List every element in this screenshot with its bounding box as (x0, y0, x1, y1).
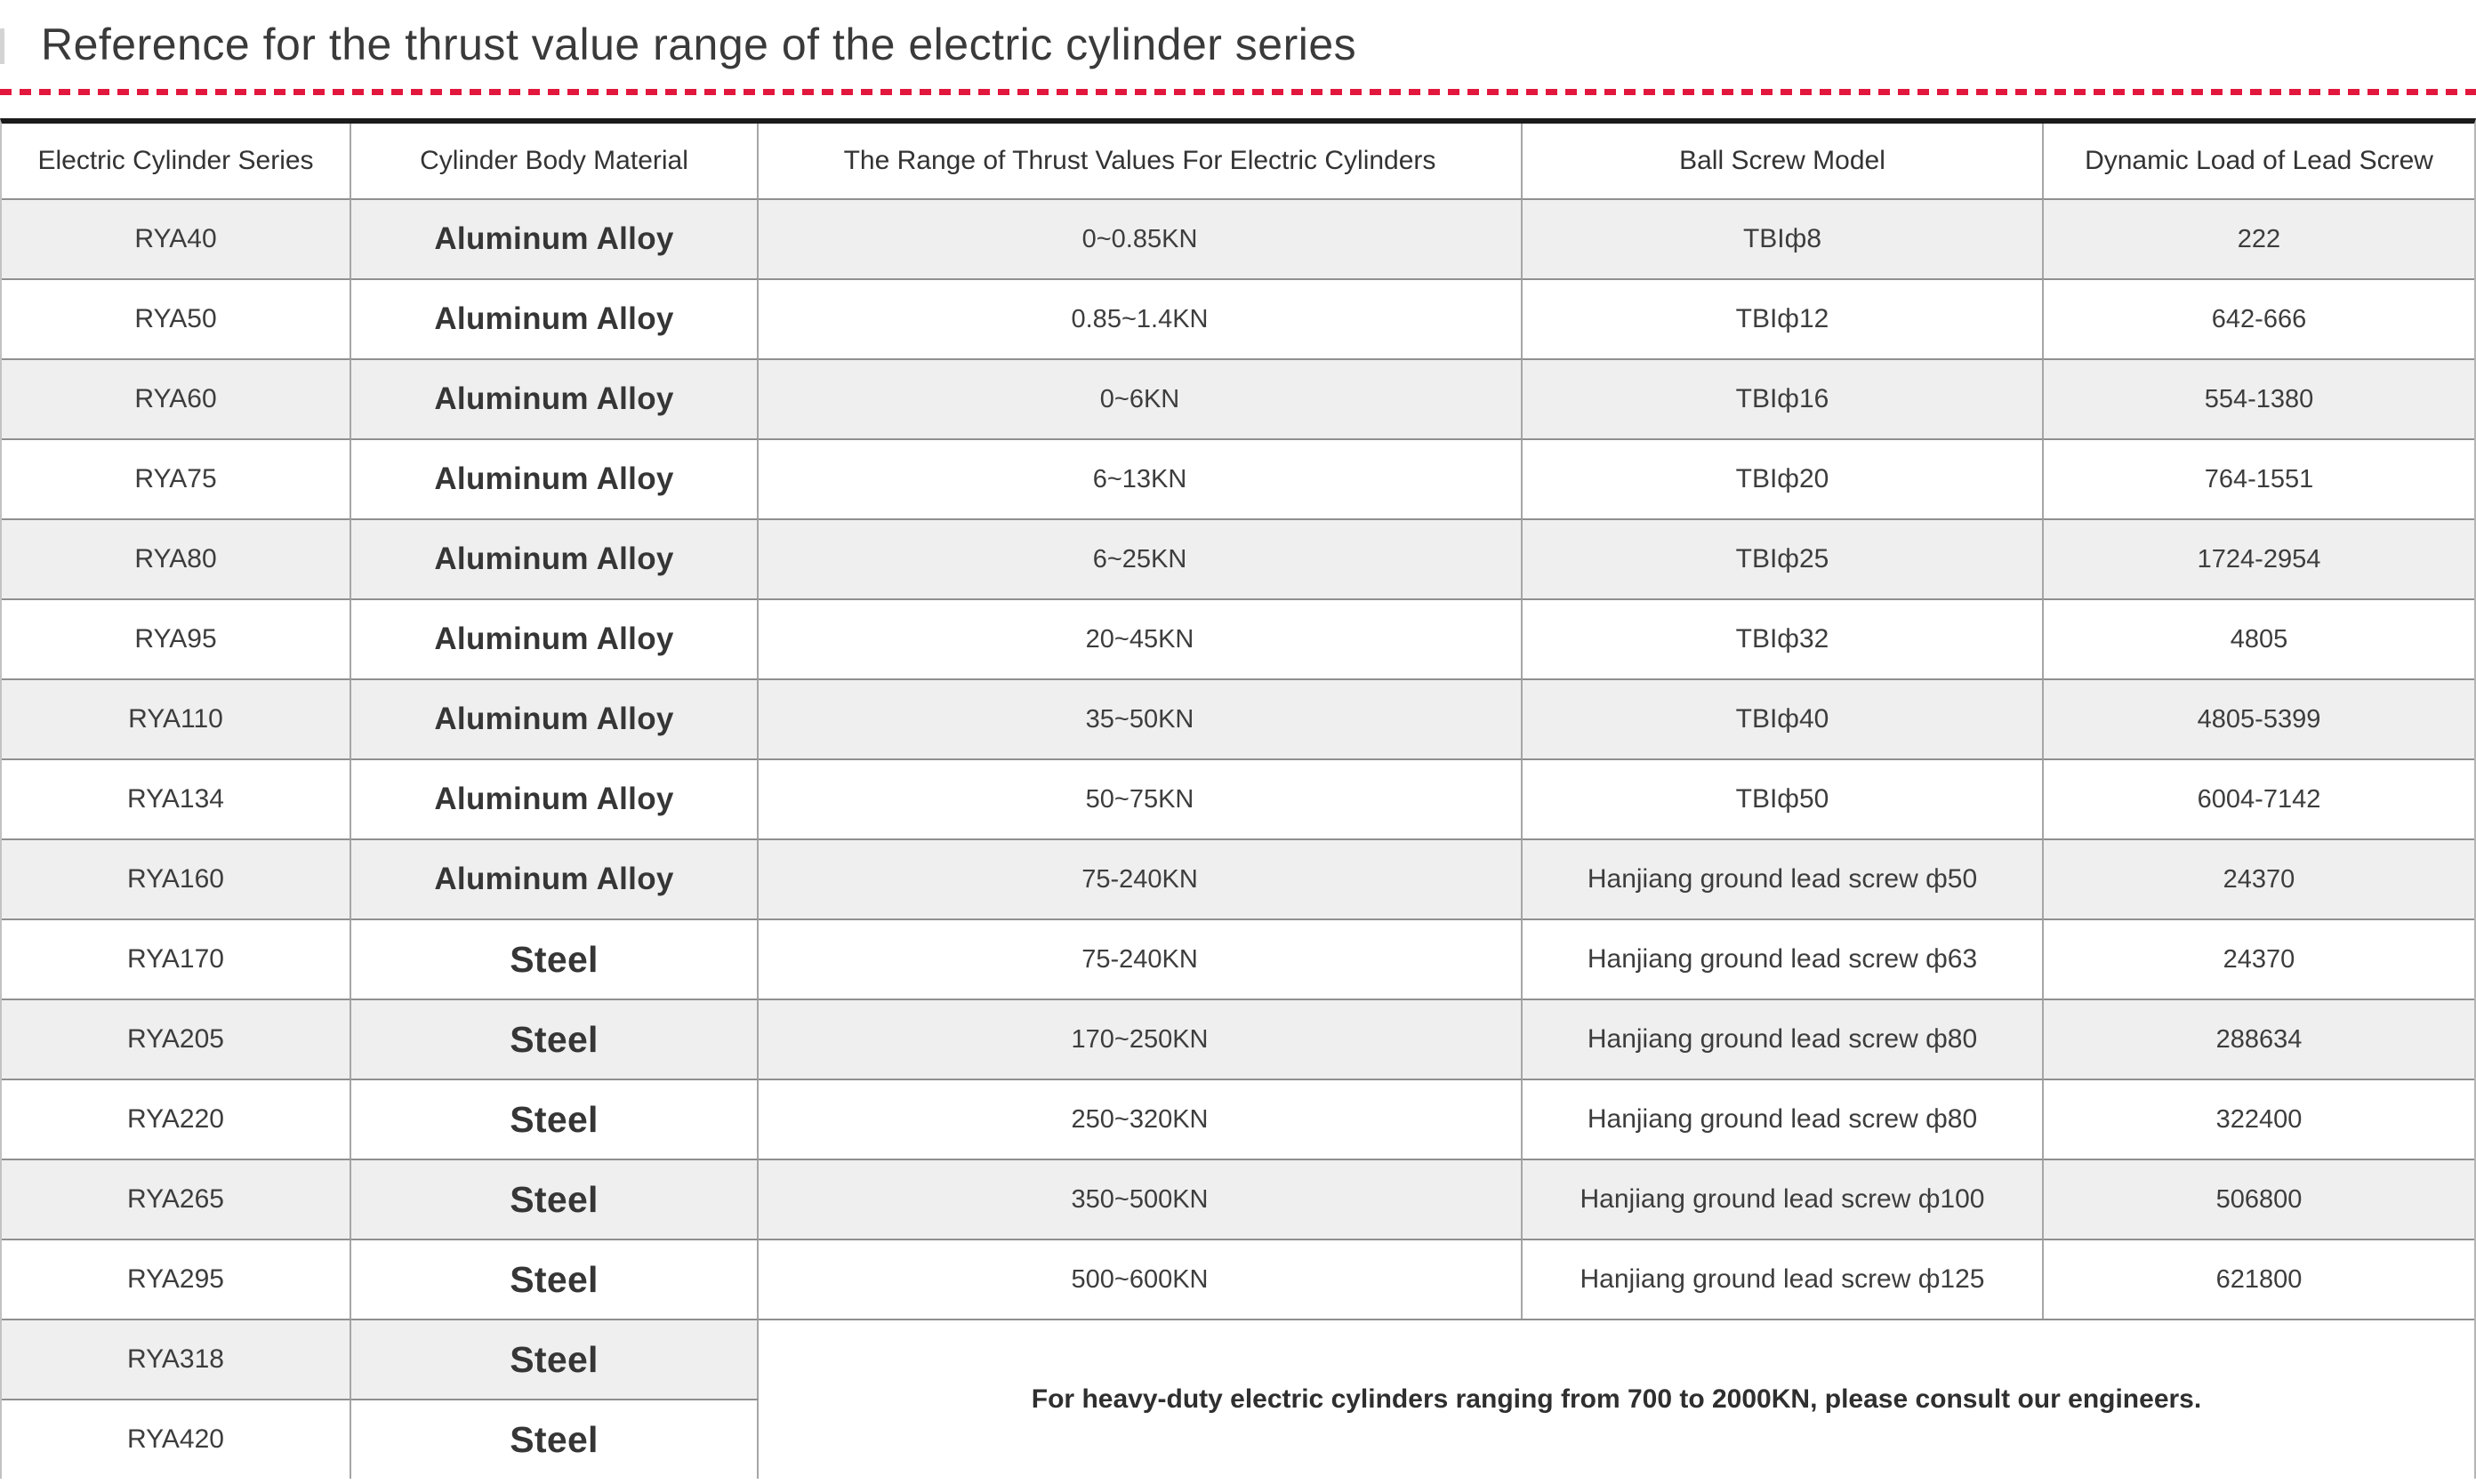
row-13-ball_screw: Hanjiang ground lead screw ф125 (1523, 1239, 2044, 1319)
page-title: Reference for the thrust value range of … (41, 20, 1357, 69)
row-5-series: RYA95 (2, 598, 351, 678)
row-5-material: Aluminum Alloy (351, 598, 759, 678)
row-3-dynamic_load: 764-1551 (2044, 438, 2474, 518)
row-6-ball_screw: TBIф40 (1523, 678, 2044, 758)
row-5-thrust: 20~45KN (759, 598, 1523, 678)
row-6-series: RYA110 (2, 678, 351, 758)
row-0-ball_screw: TBIф8 (1523, 198, 2044, 278)
row-4-thrust: 6~25KN (759, 518, 1523, 598)
row-3-series: RYA75 (2, 438, 351, 518)
header-cell-4: Dynamic Load of Lead Screw (2044, 124, 2474, 198)
row-4-series: RYA80 (2, 518, 351, 598)
title-bar: Reference for the thrust value range of … (0, 0, 2476, 89)
row-15-series: RYA420 (2, 1399, 351, 1479)
row-2-ball_screw: TBIф16 (1523, 358, 2044, 438)
row-5-ball_screw: TBIф32 (1523, 598, 2044, 678)
row-14-material: Steel (351, 1319, 759, 1399)
row-3-material: Aluminum Alloy (351, 438, 759, 518)
row-10-material: Steel (351, 999, 759, 1079)
row-12-ball_screw: Hanjiang ground lead screw ф100 (1523, 1159, 2044, 1239)
table-grid: Electric Cylinder Series Cylinder Body Ma… (2, 124, 2474, 1479)
row-8-series: RYA160 (2, 838, 351, 918)
row-4-dynamic_load: 1724-2954 (2044, 518, 2474, 598)
header-cell-1: Cylinder Body Material (351, 124, 759, 198)
row-1-series: RYA50 (2, 278, 351, 358)
thrust-reference-table: Electric Cylinder Series Cylinder Body Ma… (0, 118, 2476, 1479)
row-6-dynamic_load: 4805-5399 (2044, 678, 2474, 758)
red-dashed-divider (0, 89, 2476, 95)
row-11-ball_screw: Hanjiang ground lead screw ф80 (1523, 1079, 2044, 1159)
row-12-material: Steel (351, 1159, 759, 1239)
row-8-dynamic_load: 24370 (2044, 838, 2474, 918)
row-11-thrust: 250~320KN (759, 1079, 1523, 1159)
row-8-thrust: 75-240KN (759, 838, 1523, 918)
row-10-ball_screw: Hanjiang ground lead screw ф80 (1523, 999, 2044, 1079)
row-6-material: Aluminum Alloy (351, 678, 759, 758)
row-10-series: RYA205 (2, 999, 351, 1079)
row-11-series: RYA220 (2, 1079, 351, 1159)
row-2-thrust: 0~6KN (759, 358, 1523, 438)
header-cell-0: Electric Cylinder Series (2, 124, 351, 198)
row-9-series: RYA170 (2, 918, 351, 999)
row-9-ball_screw: Hanjiang ground lead screw ф63 (1523, 918, 2044, 999)
row-1-thrust: 0.85~1.4KN (759, 278, 1523, 358)
row-2-series: RYA60 (2, 358, 351, 438)
header-cell-2: The Range of Thrust Values For Electric … (759, 124, 1523, 198)
row-4-material: Aluminum Alloy (351, 518, 759, 598)
row-15-material: Steel (351, 1399, 759, 1479)
header-cell-3: Ball Screw Model (1523, 124, 2044, 198)
row-0-dynamic_load: 222 (2044, 198, 2474, 278)
row-9-material: Steel (351, 918, 759, 999)
row-12-dynamic_load: 506800 (2044, 1159, 2474, 1239)
row-7-thrust: 50~75KN (759, 758, 1523, 838)
row-7-material: Aluminum Alloy (351, 758, 759, 838)
row-11-dynamic_load: 322400 (2044, 1079, 2474, 1159)
row-8-material: Aluminum Alloy (351, 838, 759, 918)
row-7-ball_screw: TBIф50 (1523, 758, 2044, 838)
row-10-thrust: 170~250KN (759, 999, 1523, 1079)
row-2-material: Aluminum Alloy (351, 358, 759, 438)
row-4-ball_screw: TBIф25 (1523, 518, 2044, 598)
row-8-ball_screw: Hanjiang ground lead screw ф50 (1523, 838, 2044, 918)
row-3-thrust: 6~13KN (759, 438, 1523, 518)
row-12-thrust: 350~500KN (759, 1159, 1523, 1239)
row-1-material: Aluminum Alloy (351, 278, 759, 358)
row-13-material: Steel (351, 1239, 759, 1319)
row-9-thrust: 75-240KN (759, 918, 1523, 999)
row-5-dynamic_load: 4805 (2044, 598, 2474, 678)
row-2-dynamic_load: 554-1380 (2044, 358, 2474, 438)
row-0-material: Aluminum Alloy (351, 198, 759, 278)
row-13-dynamic_load: 621800 (2044, 1239, 2474, 1319)
row-13-series: RYA295 (2, 1239, 351, 1319)
row-0-series: RYA40 (2, 198, 351, 278)
row-7-series: RYA134 (2, 758, 351, 838)
row-9-dynamic_load: 24370 (2044, 918, 2474, 999)
row-12-series: RYA265 (2, 1159, 351, 1239)
row-11-material: Steel (351, 1079, 759, 1159)
left-edge-artifact (0, 28, 4, 64)
row-10-dynamic_load: 288634 (2044, 999, 2474, 1079)
row-1-ball_screw: TBIф12 (1523, 278, 2044, 358)
row-0-thrust: 0~0.85KN (759, 198, 1523, 278)
row-6-thrust: 35~50KN (759, 678, 1523, 758)
row-7-dynamic_load: 6004-7142 (2044, 758, 2474, 838)
heavy-duty-note: For heavy-duty electric cylinders rangin… (759, 1319, 2474, 1479)
row-13-thrust: 500~600KN (759, 1239, 1523, 1319)
row-14-series: RYA318 (2, 1319, 351, 1399)
row-1-dynamic_load: 642-666 (2044, 278, 2474, 358)
row-3-ball_screw: TBIф20 (1523, 438, 2044, 518)
